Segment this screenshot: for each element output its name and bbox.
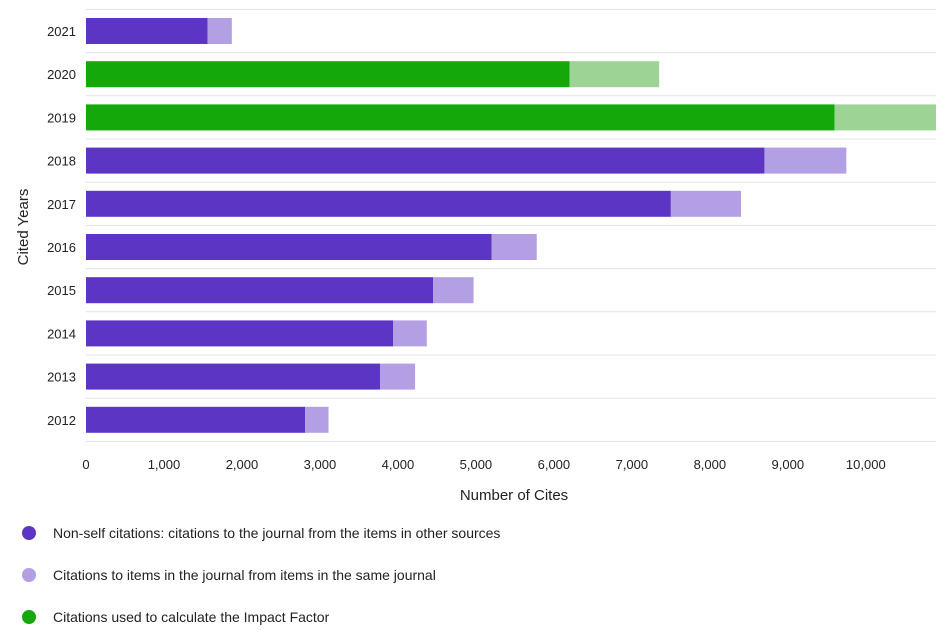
bar-2018-non-self[interactable] — [86, 147, 765, 174]
legend-label-impact-factor: Citations used to calculate the Impact F… — [53, 609, 330, 625]
x-tick-label: 1,000 — [148, 457, 181, 472]
x-tick-labels: 0 1,000 2,000 3,000 4,000 5,000 6,000 7,000 8,00… — [82, 457, 885, 472]
x-tick-label: 6,000 — [538, 457, 571, 472]
bar-2012-non-self[interactable] — [86, 406, 306, 433]
y-tick-label: 2017 — [47, 197, 76, 212]
bar-2017-non-self[interactable] — [86, 190, 671, 217]
y-tick-label: 2019 — [47, 110, 76, 125]
bar-2016-self[interactable] — [491, 234, 537, 260]
y-tick-label: 2012 — [47, 413, 76, 428]
bar-2020-non-self[interactable] — [86, 61, 570, 88]
citations-bar-chart: 2021 2020 2019 2018 2017 2016 2015 2014 2013 2012… — [15, 8, 936, 504]
bar-2019-self[interactable] — [834, 104, 936, 131]
legend-item-impact-factor[interactable]: Citations used to calculate the Impact F… — [22, 596, 500, 638]
x-tick-label: 4,000 — [382, 457, 415, 472]
bar-2018-self[interactable] — [764, 147, 847, 174]
bar-2014-non-self[interactable] — [86, 320, 394, 347]
x-tick-label: 10,000 — [846, 457, 886, 472]
x-tick-label: 8,000 — [694, 457, 727, 472]
bar-2019-non-self[interactable] — [86, 104, 835, 131]
bar-2020-self[interactable] — [569, 61, 660, 88]
bar-2015-self[interactable] — [433, 277, 474, 304]
legend-label-self: Citations to items in the journal from i… — [53, 567, 436, 583]
bar-2013-self[interactable] — [379, 363, 416, 390]
x-tick-label: 9,000 — [772, 457, 805, 472]
bar-2013-non-self[interactable] — [86, 363, 380, 390]
bar-2014-self[interactable] — [393, 320, 427, 347]
y-tick-label: 2021 — [47, 24, 76, 39]
bar-2015-non-self[interactable] — [86, 277, 434, 304]
bar-2021-self[interactable] — [207, 18, 232, 44]
legend-dot-self — [22, 568, 36, 582]
x-tick-label: 5,000 — [460, 457, 493, 472]
bars — [86, 18, 936, 433]
bar-2017-self[interactable] — [670, 190, 742, 217]
y-tick-label: 2014 — [47, 326, 76, 341]
bar-2012-self[interactable] — [305, 406, 329, 433]
y-tick-label: 2016 — [47, 240, 76, 255]
y-tick-label: 2020 — [47, 67, 76, 82]
y-tick-labels: 2021 2020 2019 2018 2017 2016 2015 2014 2013 2012 — [47, 24, 76, 428]
legend-dot-impact-factor — [22, 610, 36, 624]
legend: Non-self citations: citations to the jou… — [22, 512, 500, 638]
y-tick-label: 2013 — [47, 370, 76, 385]
y-tick-label: 2015 — [47, 283, 76, 298]
legend-item-non-self[interactable]: Non-self citations: citations to the jou… — [22, 512, 500, 554]
x-tick-label: 7,000 — [616, 457, 649, 472]
legend-label-non-self: Non-self citations: citations to the jou… — [53, 525, 501, 541]
x-axis-title: Number of Cites — [460, 487, 568, 504]
y-axis-title: Cited Years — [15, 189, 32, 266]
y-tick-label: 2018 — [47, 154, 76, 169]
x-tick-label: 0 — [82, 457, 89, 472]
legend-item-self[interactable]: Citations to items in the journal from i… — [22, 554, 500, 596]
bar-2016-non-self[interactable] — [86, 234, 492, 260]
grid-lines — [86, 8, 936, 442]
bar-2021-non-self[interactable] — [86, 18, 208, 44]
x-tick-label: 2,000 — [226, 457, 259, 472]
legend-dot-non-self — [22, 526, 36, 540]
x-tick-label: 3,000 — [304, 457, 337, 472]
